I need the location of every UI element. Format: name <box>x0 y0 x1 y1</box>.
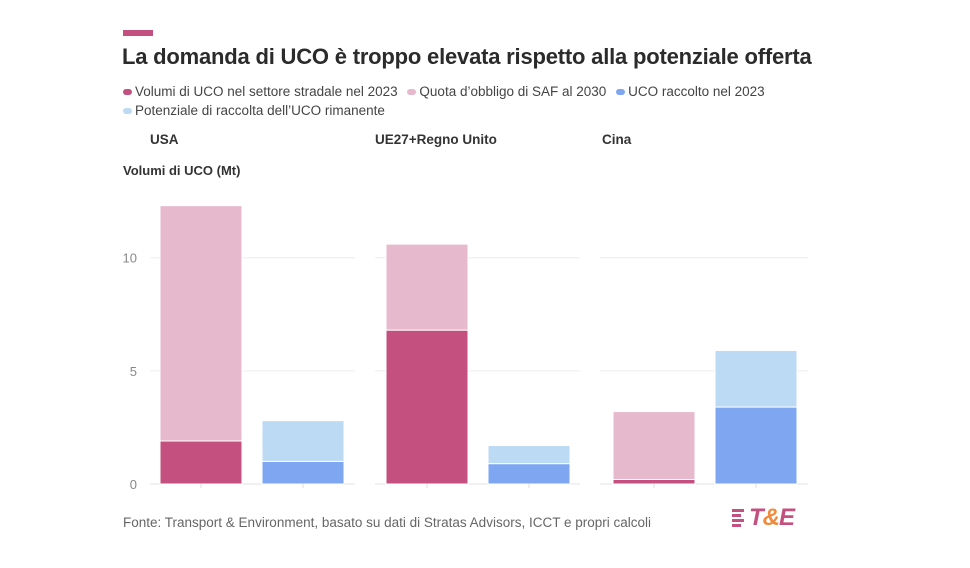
legend-item-collected-2023: UCO raccolto nel 2023 <box>616 83 765 101</box>
chart-title: La domanda di UCO è troppo elevata rispe… <box>122 44 812 69</box>
legend-label: UCO raccolto nel 2023 <box>628 84 765 99</box>
bar-segment <box>261 460 345 485</box>
bar-segment <box>612 411 696 480</box>
y-tick-label: 5 <box>130 364 137 379</box>
logo-lines-icon <box>732 509 744 527</box>
legend-item-remaining-potential: Potenziale di raccolta dell’UCO rimanent… <box>123 102 385 120</box>
legend-swatch <box>123 89 132 95</box>
legend: Volumi di UCO nel settore stradale nel 2… <box>123 82 823 120</box>
legend-swatch <box>616 89 626 95</box>
legend-label: Volumi di UCO nel settore stradale nel 2… <box>135 84 398 99</box>
bar-segment <box>159 440 243 485</box>
legend-swatch <box>407 89 417 95</box>
legend-label: Potenziale di raccolta dell’UCO rimanent… <box>135 103 385 118</box>
legend-label: Quota d’obbligo di SAF al 2030 <box>419 84 607 99</box>
bar-segment <box>714 406 798 485</box>
panel-title-china: Cina <box>602 132 632 147</box>
bar-segment <box>612 478 696 485</box>
y-tick-label: 10 <box>123 251 137 266</box>
bar-segment <box>714 349 798 408</box>
bar-segment <box>487 445 571 465</box>
bar-segment <box>487 463 571 485</box>
bar-segment <box>385 329 469 485</box>
legend-swatch <box>123 108 132 114</box>
source-note: Fonte: Transport & Environment, basato s… <box>123 515 651 530</box>
y-axis-label: Volumi di UCO (Mt) <box>123 163 241 178</box>
bar-segment <box>261 420 345 462</box>
title-accent-bar <box>123 30 153 36</box>
panel-title-eu-uk: UE27+Regno Unito <box>375 132 497 147</box>
legend-item-saf-2030: Quota d’obbligo di SAF al 2030 <box>407 83 606 101</box>
logo-text: T&E <box>749 504 795 531</box>
bar-segment <box>385 243 469 331</box>
bar-segment <box>159 205 243 442</box>
te-logo: T&E <box>732 504 795 531</box>
legend-item-road-2023: Volumi di UCO nel settore stradale nel 2… <box>123 83 398 101</box>
panel-title-usa: USA <box>150 132 179 147</box>
y-tick-label: 0 <box>130 477 137 492</box>
